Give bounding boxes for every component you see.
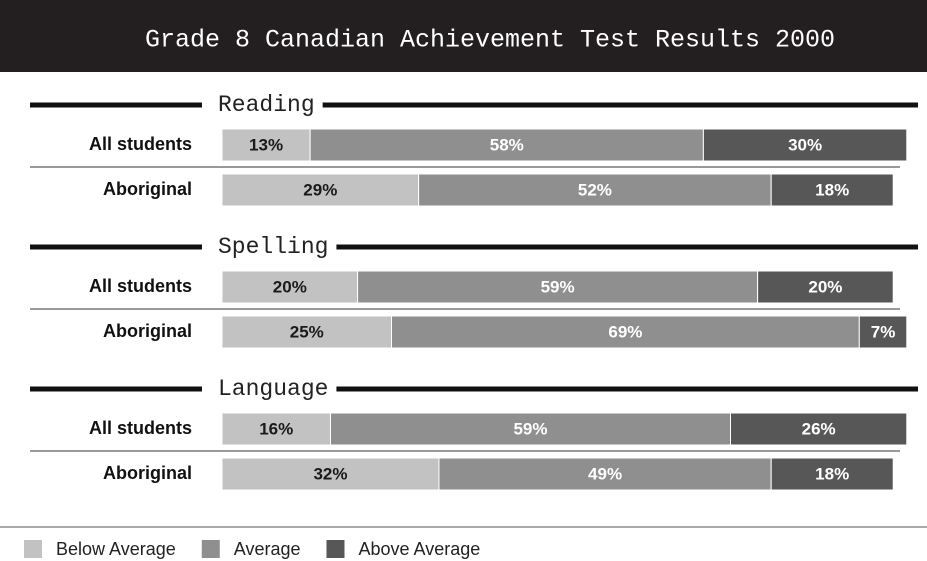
value-label: 69% [608,322,642,341]
title-bar [0,0,927,72]
category-label: Aboriginal [103,463,192,483]
value-label: 20% [273,277,307,296]
bar-segment [770,457,894,491]
value-label: 59% [513,419,547,438]
value-label: 49% [588,464,622,483]
bar-segment [221,315,392,349]
bar-segment [418,173,772,207]
bar-segment [221,128,311,162]
category-label: All students [89,276,192,296]
bar-segment [329,412,731,446]
category-label: Aboriginal [103,321,192,341]
bar-segment [438,457,772,491]
bar-segment [221,173,420,207]
bar-segment [858,315,908,349]
value-label: 29% [303,180,337,199]
chart-title: Grade 8 Canadian Achievement Test Result… [145,26,835,55]
bar-segment [221,412,331,446]
value-label: 26% [802,419,836,438]
legend-label: Below Average [56,539,176,559]
value-label: 32% [313,464,347,483]
bar-segment [391,315,860,349]
value-label: 59% [541,277,575,296]
category-label: All students [89,418,192,438]
legend-label: Above Average [358,539,480,559]
value-label: 20% [808,277,842,296]
value-label: 7% [871,322,896,341]
bar-segment [357,270,759,304]
bar-segment [221,457,440,491]
bar-segment [221,270,359,304]
value-label: 13% [249,135,283,154]
legend-swatch [326,540,345,558]
value-label: 16% [259,419,293,438]
value-label: 18% [815,464,849,483]
bar-segment [702,128,908,162]
category-label: All students [89,134,192,154]
value-label: 58% [490,135,524,154]
group-label: Reading [218,92,315,118]
value-label: 25% [290,322,324,341]
legend-label: Average [234,539,301,559]
category-label: Aboriginal [103,179,192,199]
value-label: 30% [788,135,822,154]
bar-segment [770,173,894,207]
bar-segment [730,412,908,446]
group-label: Language [218,376,328,402]
group-label: Spelling [218,234,328,260]
value-label: 18% [815,180,849,199]
legend-swatch [24,540,42,558]
bar-segment [757,270,894,304]
legend-swatch [201,540,220,558]
bar-segment [309,128,704,162]
value-label: 52% [578,180,612,199]
